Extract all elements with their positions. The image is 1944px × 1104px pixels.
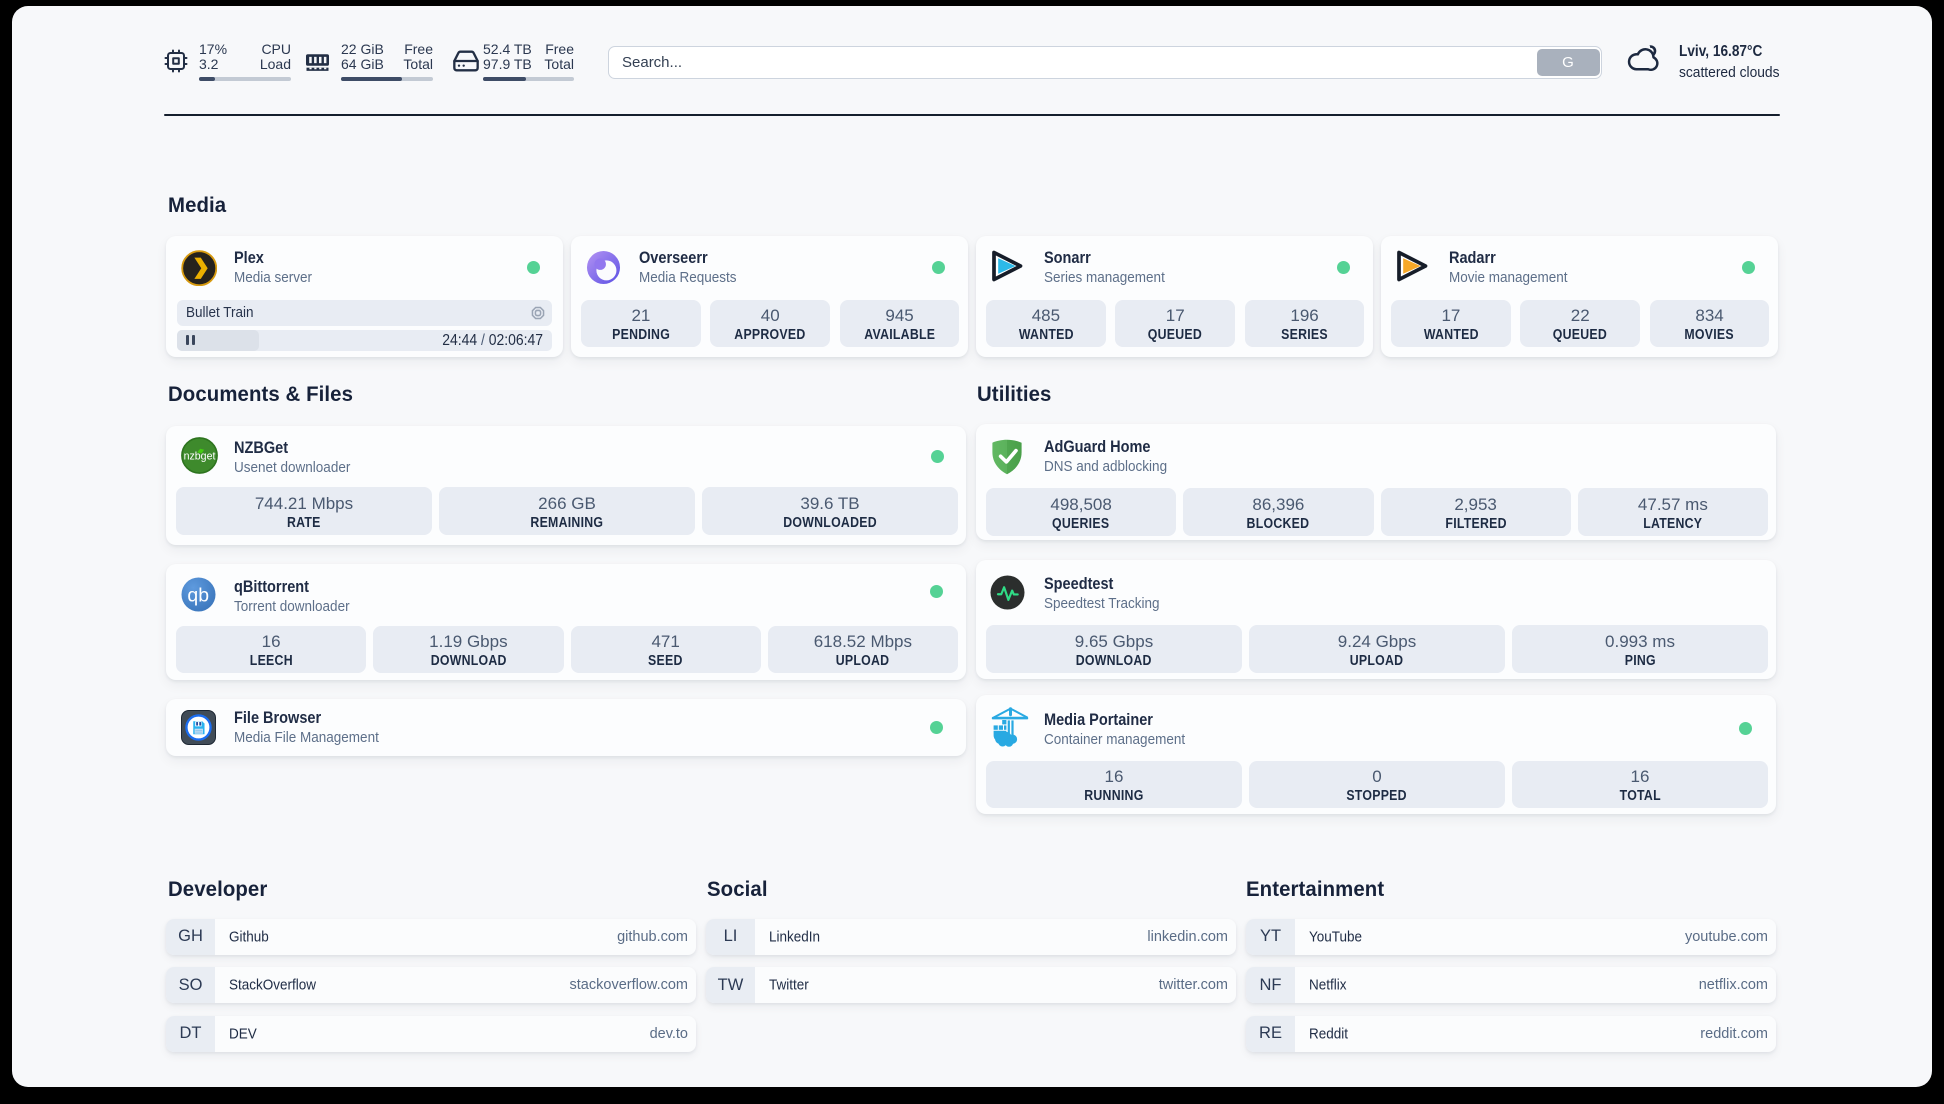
svg-text:nzbget: nzbget <box>184 451 216 463</box>
svg-text:qb: qb <box>187 584 209 606</box>
